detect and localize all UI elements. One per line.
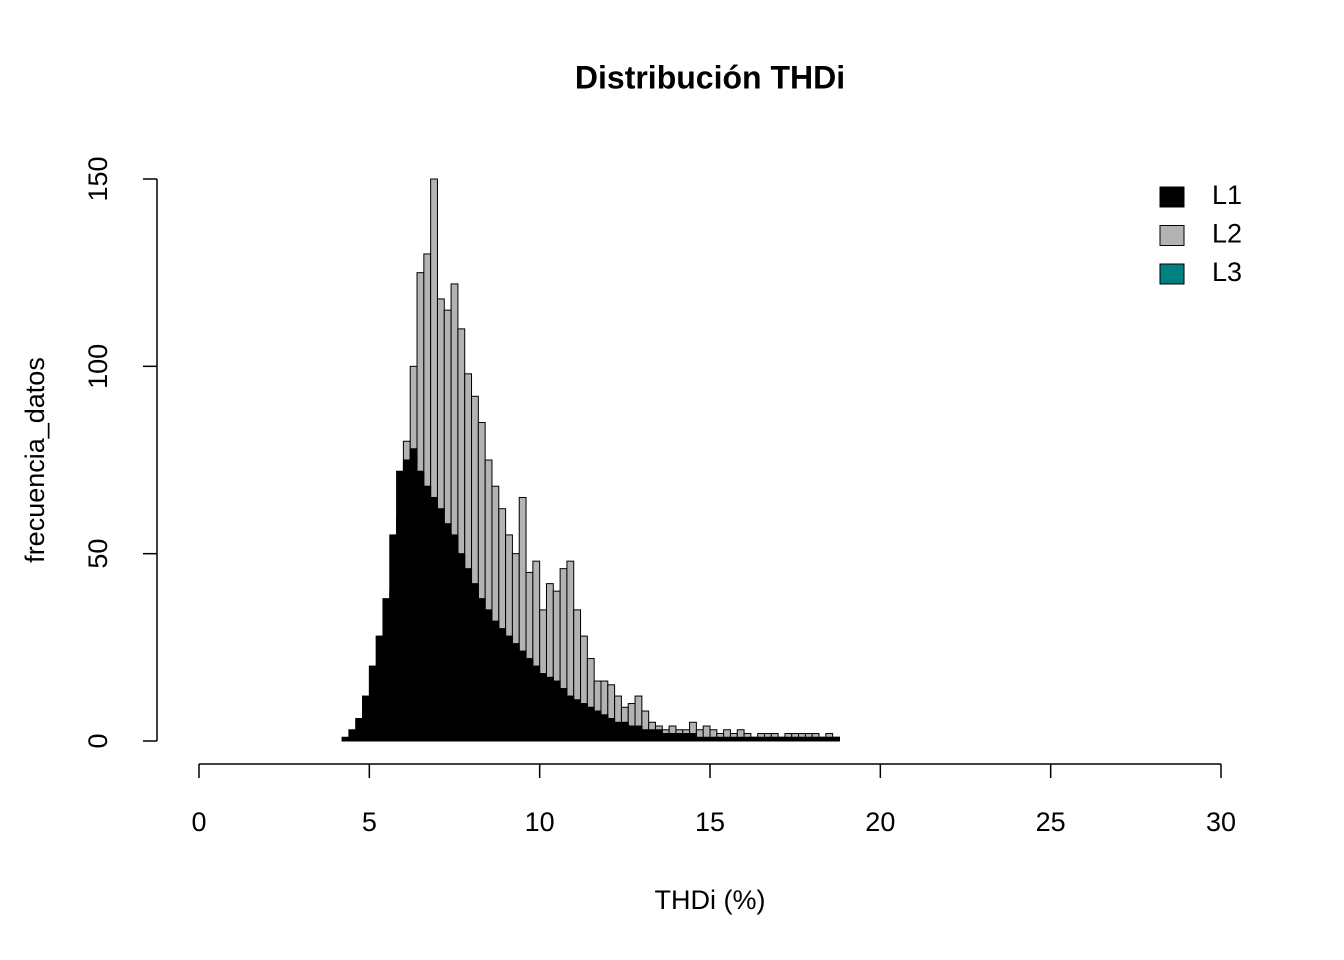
- histogram-bar: [443, 523, 452, 742]
- y-tick-label: 0: [83, 733, 113, 748]
- histogram-bar: [593, 710, 602, 742]
- histogram-bar: [382, 598, 391, 742]
- histogram-bar: [409, 448, 418, 742]
- histogram-bar: [477, 598, 486, 742]
- legend-label: L3: [1212, 257, 1242, 287]
- histogram-bar: [491, 620, 500, 742]
- histogram-bar: [661, 733, 670, 742]
- histogram-bar: [355, 718, 364, 742]
- histogram-bar: [627, 725, 636, 742]
- histogram-bar: [457, 553, 466, 742]
- histogram-bar: [798, 736, 806, 742]
- chart-title: Distribución THDi: [575, 59, 845, 95]
- histogram-bar: [389, 534, 398, 742]
- histogram-bar: [505, 635, 513, 742]
- histogram-bar: [552, 680, 561, 742]
- legend-label: L2: [1212, 219, 1242, 249]
- histogram-bar: [804, 736, 813, 742]
- histogram-bar: [641, 729, 650, 742]
- histogram-bar: [368, 665, 377, 742]
- y-axis-label: frecuencia_datos: [20, 357, 50, 563]
- histogram-bar: [791, 736, 800, 742]
- x-tick-label: 0: [191, 807, 206, 837]
- histogram-bar: [750, 736, 759, 742]
- histogram-bar: [620, 721, 629, 742]
- histogram-bar: [702, 736, 711, 742]
- histogram-bar: [511, 643, 520, 742]
- histogram-bar: [532, 665, 541, 742]
- histogram-bar: [689, 733, 697, 742]
- histogram-bar: [416, 470, 425, 742]
- histogram-bar: [566, 695, 575, 742]
- histogram-bar: [811, 736, 820, 742]
- legend-swatch: [1159, 186, 1185, 208]
- x-tick-label: 30: [1206, 807, 1236, 837]
- histogram-bar: [484, 609, 493, 742]
- y-tick-label: 100: [83, 344, 113, 389]
- histogram-bar: [464, 568, 473, 742]
- x-tick-label: 5: [362, 807, 377, 837]
- histogram-bar: [525, 658, 534, 742]
- histogram-bar: [423, 485, 432, 742]
- histogram-bar: [709, 736, 718, 742]
- histogram-bar: [559, 688, 568, 742]
- histogram-bar: [764, 736, 772, 742]
- histogram-bar: [770, 736, 779, 742]
- histogram-bar: [375, 635, 384, 742]
- histogram-bar: [580, 703, 588, 742]
- histogram-bar: [586, 706, 595, 742]
- x-tick-label: 20: [865, 807, 895, 837]
- x-tick-label: 15: [695, 807, 725, 837]
- histogram-bar: [729, 736, 738, 742]
- histogram-bar: [396, 470, 404, 742]
- histogram-bar: [607, 718, 616, 742]
- x-tick-label: 10: [525, 807, 555, 837]
- y-tick-label: 50: [83, 539, 113, 569]
- histogram-bar: [600, 714, 609, 742]
- histogram-bar: [348, 729, 357, 742]
- histogram-bar: [634, 725, 643, 742]
- legend-label: L1: [1212, 180, 1242, 210]
- histogram-bar: [450, 534, 459, 742]
- histogram-bar: [784, 736, 793, 742]
- legend-swatch: [1159, 225, 1185, 246]
- histogram-bar: [654, 729, 663, 742]
- histogram-bar: [736, 736, 745, 742]
- histogram-bar: [362, 695, 370, 742]
- histogram-bar: [682, 733, 691, 742]
- histogram-bar: [818, 736, 827, 742]
- histogram-bar: [757, 736, 766, 742]
- histogram-bar: [675, 733, 684, 742]
- legend-swatch: [1159, 263, 1185, 285]
- y-tick-label: 150: [83, 156, 113, 201]
- histogram-bar: [832, 736, 840, 742]
- histogram-bar: [539, 673, 547, 742]
- histogram-bar: [341, 736, 350, 742]
- histogram-bar: [716, 736, 725, 742]
- histogram-bar: [723, 736, 731, 742]
- histogram-bar: [695, 736, 704, 742]
- histogram-bar: [518, 650, 527, 742]
- histogram-bar: [430, 496, 438, 742]
- x-axis-label: THDi (%): [655, 885, 766, 915]
- histogram-bar: [777, 736, 786, 742]
- x-tick-label: 25: [1036, 807, 1066, 837]
- histogram-bar: [545, 676, 554, 742]
- histogram-bar: [614, 721, 622, 742]
- histogram-bar: [668, 733, 677, 742]
- histogram-bar: [648, 729, 656, 742]
- histogram-bar: [471, 583, 479, 742]
- histogram-bar: [498, 628, 507, 742]
- histogram-bar: [573, 699, 582, 742]
- histogram-bar: [436, 508, 445, 742]
- histogram-bar: [402, 459, 411, 742]
- histogram-bar: [825, 736, 834, 742]
- histogram-bar: [743, 736, 752, 742]
